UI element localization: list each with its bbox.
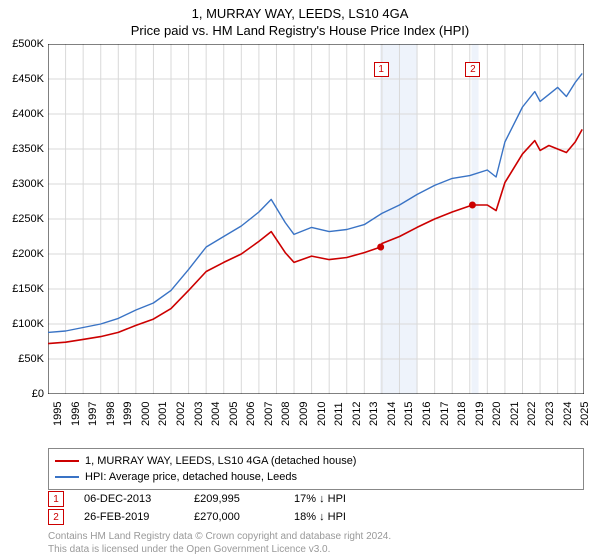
sale-date: 06-DEC-2013 bbox=[84, 493, 194, 505]
sale-marker-icon: 2 bbox=[48, 509, 64, 525]
sale-marker-box: 1 bbox=[374, 62, 389, 77]
y-tick-label: £300K bbox=[0, 178, 44, 190]
x-tick-label: 2021 bbox=[509, 402, 521, 426]
footer-attribution: Contains HM Land Registry data © Crown c… bbox=[48, 530, 391, 556]
x-tick-label: 2008 bbox=[280, 402, 292, 426]
chart-container: 1, MURRAY WAY, LEEDS, LS10 4GA Price pai… bbox=[0, 0, 600, 560]
title-block: 1, MURRAY WAY, LEEDS, LS10 4GA Price pai… bbox=[0, 0, 600, 38]
x-tick-label: 2000 bbox=[140, 402, 152, 426]
y-tick-label: £150K bbox=[0, 283, 44, 295]
sale-date: 26-FEB-2019 bbox=[84, 511, 194, 523]
x-tick-label: 2013 bbox=[368, 402, 380, 426]
x-tick-label: 2009 bbox=[298, 402, 310, 426]
chart-plot-area bbox=[48, 44, 584, 394]
x-tick-label: 1996 bbox=[70, 402, 82, 426]
y-tick-label: £250K bbox=[0, 213, 44, 225]
legend: 1, MURRAY WAY, LEEDS, LS10 4GA (detached… bbox=[48, 448, 584, 490]
y-tick-label: £350K bbox=[0, 143, 44, 155]
y-tick-label: £100K bbox=[0, 318, 44, 330]
x-tick-label: 2001 bbox=[157, 402, 169, 426]
legend-item: HPI: Average price, detached house, Leed… bbox=[55, 469, 577, 485]
x-tick-label: 2016 bbox=[421, 402, 433, 426]
legend-swatch bbox=[55, 460, 79, 462]
legend-label: HPI: Average price, detached house, Leed… bbox=[85, 471, 297, 483]
legend-item: 1, MURRAY WAY, LEEDS, LS10 4GA (detached… bbox=[55, 453, 577, 469]
y-tick-label: £50K bbox=[0, 353, 44, 365]
legend-swatch bbox=[55, 476, 79, 478]
chart-svg bbox=[48, 44, 584, 394]
x-tick-label: 2019 bbox=[474, 402, 486, 426]
x-tick-label: 2004 bbox=[210, 402, 222, 426]
sale-marker-icon: 1 bbox=[48, 491, 64, 507]
x-tick-label: 2024 bbox=[562, 402, 574, 426]
x-tick-label: 1997 bbox=[87, 402, 99, 426]
x-tick-label: 2011 bbox=[333, 402, 345, 426]
sale-row: 1 06-DEC-2013 £209,995 17% ↓ HPI bbox=[48, 490, 394, 508]
legend-label: 1, MURRAY WAY, LEEDS, LS10 4GA (detached… bbox=[85, 455, 356, 467]
y-tick-label: £450K bbox=[0, 73, 44, 85]
chart-subtitle: Price paid vs. HM Land Registry's House … bbox=[0, 23, 600, 38]
y-tick-label: £0 bbox=[0, 388, 44, 400]
x-tick-label: 1995 bbox=[52, 402, 64, 426]
sale-row: 2 26-FEB-2019 £270,000 18% ↓ HPI bbox=[48, 508, 394, 526]
x-tick-label: 2023 bbox=[544, 402, 556, 426]
y-tick-label: £200K bbox=[0, 248, 44, 260]
x-tick-label: 2020 bbox=[491, 402, 503, 426]
x-tick-label: 2003 bbox=[193, 402, 205, 426]
sale-delta: 17% ↓ HPI bbox=[294, 493, 394, 505]
y-tick-label: £400K bbox=[0, 108, 44, 120]
y-tick-label: £500K bbox=[0, 38, 44, 50]
x-tick-label: 2005 bbox=[228, 402, 240, 426]
chart-title: 1, MURRAY WAY, LEEDS, LS10 4GA bbox=[0, 6, 600, 21]
footer-line: Contains HM Land Registry data © Crown c… bbox=[48, 530, 391, 543]
x-tick-label: 2025 bbox=[579, 402, 591, 426]
x-tick-label: 2007 bbox=[263, 402, 275, 426]
x-tick-label: 2017 bbox=[439, 402, 451, 426]
sale-price: £209,995 bbox=[194, 493, 294, 505]
x-tick-label: 2022 bbox=[526, 402, 538, 426]
sale-price: £270,000 bbox=[194, 511, 294, 523]
sale-marker-box: 2 bbox=[465, 62, 480, 77]
x-tick-label: 2018 bbox=[456, 402, 468, 426]
x-tick-label: 2014 bbox=[386, 402, 398, 426]
sale-delta: 18% ↓ HPI bbox=[294, 511, 394, 523]
x-tick-label: 1998 bbox=[105, 402, 117, 426]
sales-table: 1 06-DEC-2013 £209,995 17% ↓ HPI 2 26-FE… bbox=[48, 490, 394, 526]
x-tick-label: 2015 bbox=[403, 402, 415, 426]
x-tick-label: 2012 bbox=[351, 402, 363, 426]
x-tick-label: 2010 bbox=[316, 402, 328, 426]
x-tick-label: 2002 bbox=[175, 402, 187, 426]
x-tick-label: 2006 bbox=[245, 402, 257, 426]
x-tick-label: 1999 bbox=[122, 402, 134, 426]
footer-line: This data is licensed under the Open Gov… bbox=[48, 543, 391, 556]
